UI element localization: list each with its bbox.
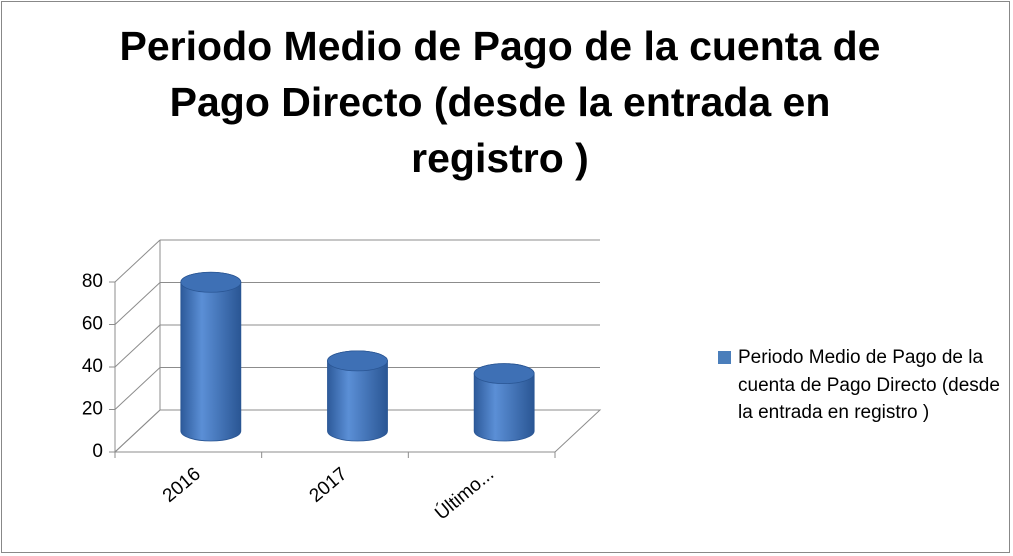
x-tick-label: Último... [431, 463, 499, 525]
bar [180, 271, 242, 442]
legend: Periodo Medio de Pago de la cuenta de Pa… [718, 344, 1008, 427]
grid-line [114, 409, 161, 453]
y-tick-label: 60 [82, 314, 103, 335]
x-tick-label: 2017 [306, 464, 352, 507]
legend-label: Periodo Medio de Pago de la cuenta de Pa… [738, 347, 1000, 423]
legend-swatch [718, 351, 731, 364]
y-tick-label: 0 [92, 441, 103, 462]
bar-top [180, 271, 242, 293]
y-tick-label: 40 [82, 356, 103, 377]
grid-line [114, 282, 161, 325]
grid-line [114, 367, 161, 410]
bar-top [473, 363, 535, 385]
grid-line [114, 324, 161, 368]
x-tick-label: 2016 [159, 464, 205, 507]
y-tick-label: 80 [82, 271, 103, 292]
grid-line [114, 239, 161, 283]
y-tick-label: 20 [82, 399, 103, 420]
bar-top [327, 350, 388, 372]
chart-title: Periodo Medio de Pago de la cuenta de Pa… [119, 23, 881, 181]
